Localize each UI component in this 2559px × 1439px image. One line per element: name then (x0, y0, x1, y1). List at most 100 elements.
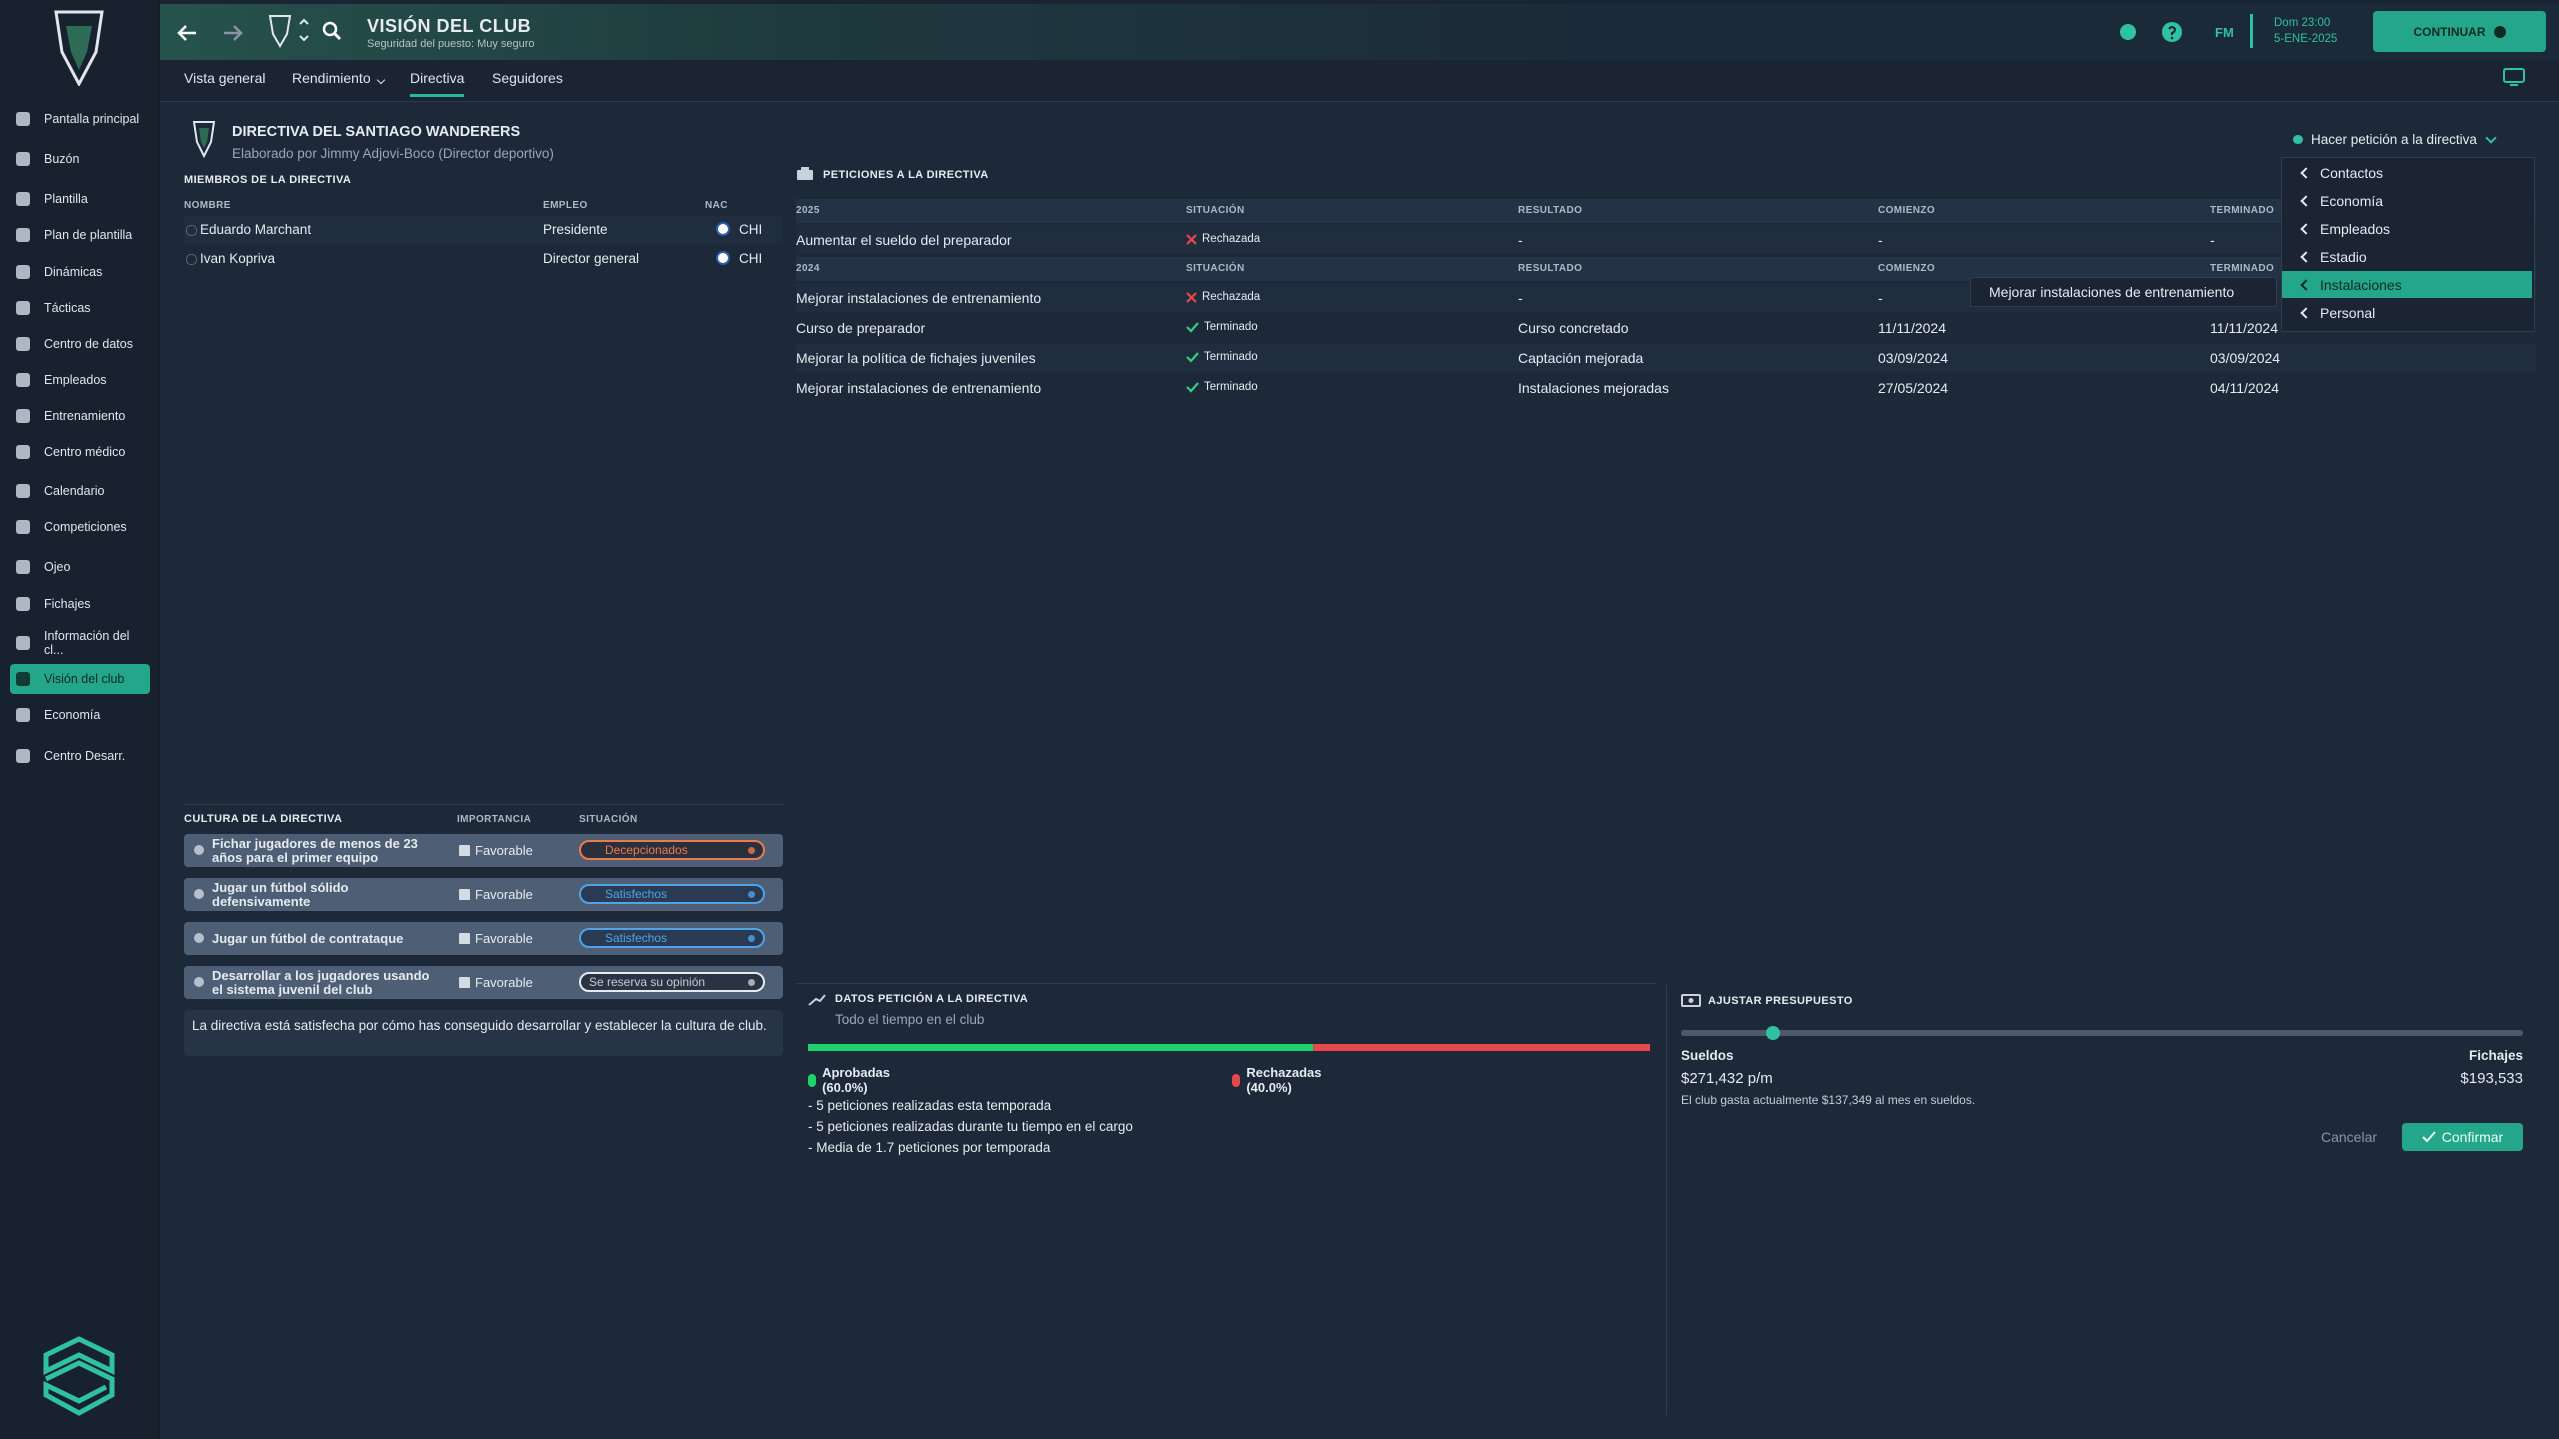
pill-info (748, 935, 755, 942)
request-result: Captación mejorada (1518, 350, 1644, 366)
nav-label[interactable]: Ojeo (44, 560, 71, 574)
nav-item[interactable]: Economía (10, 700, 150, 730)
nav-label[interactable]: Centro de datos (44, 337, 133, 351)
nav-item[interactable]: Competiciones (10, 512, 150, 542)
confirm-button[interactable]: Confirmar (2402, 1123, 2523, 1151)
nav-label[interactable]: Dinámicas (44, 265, 103, 279)
divider (184, 804, 783, 805)
group-year: 2024 (796, 263, 820, 274)
check-icon (2422, 1131, 2436, 1143)
status-label: Rechazada (1202, 233, 1261, 245)
tab[interactable]: Directiva (410, 70, 465, 97)
menu-label[interactable]: Empleados (2320, 220, 2391, 237)
cancel-button[interactable]: Cancelar (2305, 1123, 2393, 1151)
request-dropdown-button[interactable]: Hacer petición a la directiva (2293, 131, 2497, 147)
nav-item[interactable]: Plan de plantilla (10, 220, 150, 250)
nav-label[interactable]: Centro médico (44, 445, 126, 459)
speech-icon (2293, 135, 2303, 144)
nav-item[interactable]: Dinámicas (10, 257, 150, 287)
nav-icon (16, 409, 30, 423)
menu-item[interactable]: Empleados (2282, 215, 2532, 242)
nav-label[interactable]: Calendario (44, 484, 105, 498)
menu-label[interactable]: Personal (2320, 304, 2376, 321)
nav-item[interactable]: Plantilla (10, 184, 150, 214)
nav-item[interactable]: Centro Desarr. (10, 741, 150, 771)
nav-item[interactable]: Fichajes (10, 589, 150, 619)
nav-icon (16, 445, 30, 459)
date-time: Dom 23:00 (2274, 17, 2331, 29)
request-status: Rechazada (1186, 233, 1260, 245)
tab[interactable]: Vista general (184, 70, 265, 94)
confirm-label[interactable]: Confirmar (2441, 1129, 2504, 1145)
cross-icon (1186, 233, 1197, 245)
continue-button[interactable]: CONTINUAR (2373, 11, 2546, 52)
menu-item[interactable]: Instalaciones (2282, 271, 2532, 298)
nav-item[interactable]: Pantalla principal (10, 104, 150, 134)
nav-item[interactable]: Empleados (10, 365, 150, 395)
nav-label[interactable]: Empleados (44, 373, 107, 387)
nav-item[interactable]: Ojeo (10, 552, 150, 582)
nav-item[interactable]: Calendario (10, 476, 150, 506)
menu-item[interactable]: Personal (2282, 299, 2532, 326)
nav-label[interactable]: Plan de plantilla (44, 228, 133, 242)
tab-label[interactable]: Rendimiento (292, 70, 371, 86)
nav-label[interactable]: Plantilla (44, 192, 88, 206)
nav-label[interactable]: Buzón (44, 152, 80, 166)
header: VISIÓN DEL CLUB Seguridad del puesto: Mu… (160, 0, 2559, 102)
continue-icon (2493, 25, 2506, 38)
nav-item[interactable]: Visión del club (10, 664, 150, 694)
menu-label[interactable]: Contactos (2320, 164, 2384, 181)
member-role: Presidente (543, 222, 608, 237)
request-start: - (1878, 232, 1883, 248)
tab[interactable]: Rendimiento (292, 70, 385, 94)
nav-item[interactable]: Información del cl... (10, 628, 150, 658)
nav-label[interactable]: Tácticas (44, 301, 91, 315)
nav-label[interactable]: Centro Desarr. (44, 749, 126, 763)
nav-label[interactable]: Entrenamiento (44, 409, 126, 423)
tab-label[interactable]: Seguidores (492, 70, 563, 86)
status-label: Terminado (1204, 381, 1258, 393)
menu-label[interactable]: Instalaciones (2320, 276, 2402, 293)
budget-slider[interactable] (1681, 1030, 2523, 1036)
divider (796, 983, 1656, 984)
submenu-item[interactable]: Mejorar instalaciones de entrenamiento (1989, 284, 2235, 300)
nav-label[interactable]: Competiciones (44, 520, 127, 534)
request-name: Mejorar instalaciones de entrenamiento (796, 290, 1042, 306)
submenu[interactable]: Mejorar instalaciones de entrenamiento (1970, 277, 2277, 307)
slider-knob[interactable] (1766, 1026, 1780, 1040)
status-pill: Satisfechos (579, 928, 765, 948)
menu-chevron (2300, 279, 2312, 291)
nav-label[interactable]: Pantalla principal (44, 112, 140, 126)
dropdown-label[interactable]: Hacer petición a la directiva (2311, 132, 2477, 147)
requests-icon (797, 167, 813, 180)
menu-label[interactable]: Estadio (2320, 248, 2367, 265)
nav-item[interactable]: Centro médico (10, 437, 150, 467)
tab[interactable]: Seguidores (492, 70, 563, 94)
screen-icon[interactable] (2503, 68, 2525, 86)
nav-item[interactable]: Tácticas (10, 293, 150, 323)
tab-label[interactable]: Vista general (184, 70, 266, 86)
nav-label[interactable]: Información del cl... (44, 629, 130, 657)
cancel-label[interactable]: Cancelar (2320, 1129, 2378, 1145)
nav-icon (16, 112, 30, 126)
nav-label[interactable]: Fichajes (44, 597, 91, 611)
nav-item[interactable]: Centro de datos (10, 329, 150, 359)
nav-icon (16, 560, 30, 574)
menu-label[interactable]: Economía (2320, 192, 2384, 209)
menu-chevron (2300, 223, 2312, 235)
request-row (796, 343, 2536, 372)
menu-item[interactable]: Economía (2282, 187, 2532, 214)
nav-item[interactable]: Entrenamiento (10, 401, 150, 431)
requests-title: PETICIONES A LA DIRECTIVA (823, 169, 989, 181)
nav-label[interactable]: Visión del club (44, 672, 125, 686)
menu-item[interactable]: Contactos (2282, 159, 2532, 186)
club-switcher[interactable] (268, 14, 348, 48)
nav-arrows[interactable] (176, 18, 266, 48)
nav-item[interactable]: Buzón (10, 144, 150, 174)
nav-label[interactable]: Economía (44, 708, 101, 722)
tab-label[interactable]: Directiva (410, 70, 465, 86)
header-icons[interactable] (2118, 20, 2188, 44)
page-title: VISIÓN DEL CLUB (367, 16, 532, 36)
status-dot (186, 254, 197, 265)
menu-item[interactable]: Estadio (2282, 243, 2532, 270)
